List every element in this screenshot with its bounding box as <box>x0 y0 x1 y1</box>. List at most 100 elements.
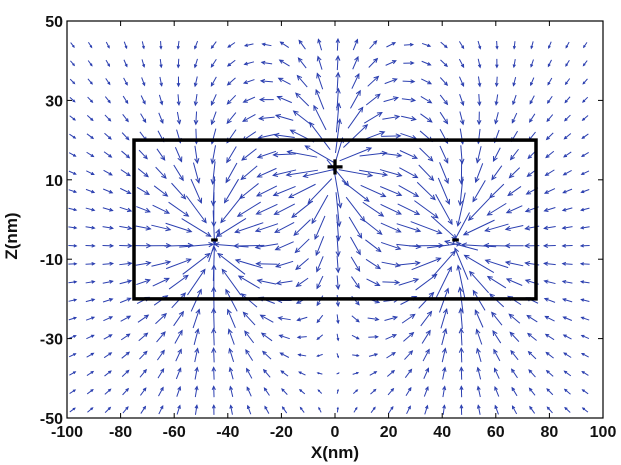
field-arrow <box>194 366 199 380</box>
field-arrow <box>246 367 253 379</box>
field-arrow <box>365 93 381 106</box>
field-arrow <box>580 316 590 321</box>
field-arrow <box>227 42 236 48</box>
field-arrow <box>194 347 200 363</box>
field-arrow <box>458 347 464 363</box>
field-arrow <box>439 111 449 125</box>
y-tick-label: -30 <box>40 332 63 349</box>
field-arrow <box>335 192 342 228</box>
field-arrow <box>384 315 399 321</box>
field-arrow <box>475 328 483 345</box>
field-arrow <box>352 55 359 70</box>
field-arrow <box>318 406 322 413</box>
field-arrow <box>435 194 453 226</box>
field-arrow <box>547 59 552 68</box>
field-arrow <box>546 406 553 414</box>
field-arrow <box>122 114 129 123</box>
field-arrow <box>382 114 401 120</box>
field-arrow <box>140 113 147 124</box>
field-arrow <box>140 387 147 396</box>
field-arrow <box>299 406 305 413</box>
field-arrow <box>119 206 133 213</box>
field-arrow <box>421 78 433 85</box>
field-arrow <box>363 111 383 124</box>
field-arrow <box>454 247 469 280</box>
field-arrow <box>292 110 312 126</box>
field-arrow <box>281 406 288 414</box>
field-arrow <box>159 58 163 69</box>
field-arrow <box>416 181 436 201</box>
field-arrow <box>211 366 217 380</box>
field-arrow <box>458 307 464 329</box>
field-arrow <box>441 347 447 363</box>
field-arrow <box>458 161 465 185</box>
field-arrow <box>87 407 94 413</box>
field-arrow <box>226 146 237 164</box>
field-arrow <box>193 76 198 88</box>
field-arrow <box>69 78 76 85</box>
field-arrow <box>352 354 360 357</box>
field-arrow <box>440 59 448 68</box>
field-arrow <box>364 220 383 235</box>
field-arrow <box>484 223 509 233</box>
field-arrow <box>411 257 442 271</box>
field-arrow <box>104 114 112 122</box>
field-arrow <box>564 406 571 413</box>
field-arrow <box>86 133 95 140</box>
field-arrow <box>236 201 261 217</box>
field-arrow <box>87 78 93 85</box>
field-arrow <box>227 328 235 345</box>
field-arrow <box>104 132 112 140</box>
field-arrow <box>343 123 369 148</box>
x-tick-label: 40 <box>433 424 451 441</box>
field-arrow <box>495 40 499 50</box>
field-arrow <box>353 406 358 413</box>
field-arrow <box>155 312 167 325</box>
field-arrow <box>102 225 114 230</box>
field-arrow <box>158 405 164 415</box>
field-arrow <box>85 188 96 194</box>
field-arrow <box>456 192 466 227</box>
field-arrow <box>275 280 293 286</box>
field-arrow <box>476 404 481 415</box>
field-arrow <box>226 308 236 328</box>
field-arrow <box>581 389 589 395</box>
field-arrow <box>477 94 482 107</box>
field-arrow <box>255 185 278 197</box>
field-arrow <box>351 334 360 340</box>
field-arrow <box>260 332 273 342</box>
field-arrow <box>302 168 337 179</box>
field-arrow <box>102 188 114 194</box>
field-arrow <box>443 239 479 251</box>
field-arrow <box>259 314 274 323</box>
field-arrow <box>69 133 77 139</box>
field-arrow <box>156 331 166 343</box>
field-arrow <box>187 268 206 296</box>
field-arrow <box>403 61 415 66</box>
field-arrow <box>291 200 313 219</box>
field-arrow <box>439 94 449 106</box>
field-arrow <box>544 333 555 341</box>
field-arrow <box>458 327 464 346</box>
field-arrow <box>158 112 164 125</box>
field-arrow <box>176 40 180 50</box>
field-arrow <box>543 188 556 194</box>
field-arrow <box>263 387 270 396</box>
field-arrow <box>104 370 112 377</box>
field-arrow <box>226 94 237 105</box>
field-arrow <box>440 308 448 329</box>
field-arrow <box>334 174 343 209</box>
field-arrow <box>563 352 572 358</box>
field-arrow <box>152 204 171 214</box>
field-arrow <box>174 329 183 344</box>
y-axis-label: Z(nm) <box>2 212 21 259</box>
field-arrow <box>350 236 361 256</box>
field-arrow <box>272 185 296 197</box>
field-arrow <box>246 386 252 397</box>
field-arrow <box>484 259 509 269</box>
field-arrow <box>508 167 521 179</box>
field-arrow <box>165 222 193 233</box>
field-arrow <box>397 203 421 215</box>
field-arrow <box>421 60 432 66</box>
